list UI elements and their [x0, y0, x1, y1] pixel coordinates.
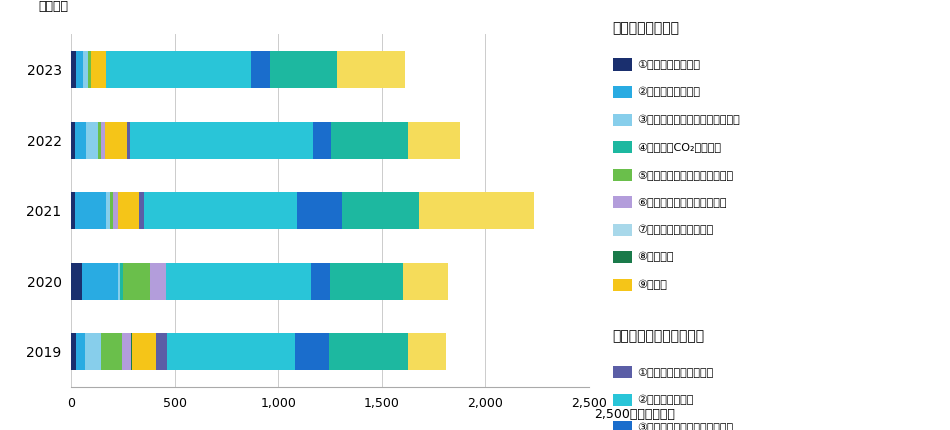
Bar	[294, 333, 329, 370]
Text: ④省エネ・CO₂排出削減: ④省エネ・CO₂排出削減	[637, 142, 721, 152]
Bar	[71, 263, 82, 300]
Bar	[118, 263, 121, 300]
Bar	[106, 51, 252, 88]
Bar	[123, 263, 150, 300]
Text: ③労働安全・作業環境改善対策: ③労働安全・作業環境改善対策	[637, 422, 733, 430]
Bar	[156, 333, 166, 370]
Text: （年度）: （年度）	[39, 0, 68, 13]
Bar	[312, 263, 330, 300]
Bar	[313, 122, 332, 159]
Bar	[122, 333, 131, 370]
Bar	[102, 333, 122, 370]
Bar	[82, 263, 118, 300]
Text: ⑨その他: ⑨その他	[637, 280, 667, 290]
Bar	[252, 51, 270, 88]
Bar	[408, 333, 446, 370]
Bar	[105, 122, 127, 159]
Bar	[127, 122, 130, 159]
Text: 2,500　（百万円）: 2,500 （百万円）	[594, 408, 674, 421]
Bar	[83, 51, 87, 88]
Text: 安全・防災対策投賄金額: 安全・防災対策投賄金額	[613, 329, 705, 344]
Bar	[75, 122, 86, 159]
Bar	[87, 51, 91, 88]
Text: ⑤産業廃棄物・リサイクル対策: ⑤産業廃棄物・リサイクル対策	[637, 169, 733, 180]
Bar	[121, 263, 123, 300]
Bar	[75, 192, 106, 229]
Text: ⑦土壌・地下水汚染対策: ⑦土壌・地下水汚染対策	[637, 224, 713, 235]
Text: ②公害対策（大気）: ②公害対策（大気）	[637, 87, 700, 97]
Text: ③公害対策（騒音、振動、悪臭）: ③公害対策（騒音、振動、悪臭）	[637, 114, 740, 125]
Text: ⑧緑化促進: ⑧緑化促進	[637, 252, 674, 262]
Bar	[337, 51, 405, 88]
Text: ⑥有害化学物質排出削減対策: ⑥有害化学物質排出削減対策	[637, 197, 727, 207]
Bar	[143, 192, 297, 229]
Bar	[329, 333, 408, 370]
Bar	[131, 333, 132, 370]
Bar	[71, 51, 76, 88]
Bar	[404, 263, 448, 300]
Bar	[86, 122, 98, 159]
Bar	[132, 333, 156, 370]
Bar	[76, 333, 85, 370]
Bar	[150, 263, 166, 300]
Bar	[130, 122, 313, 159]
Bar	[98, 122, 102, 159]
Bar	[166, 263, 312, 300]
Bar	[332, 122, 408, 159]
Bar	[270, 51, 337, 88]
Bar	[113, 192, 118, 229]
Bar	[71, 192, 75, 229]
Text: ①公害対策（水質）: ①公害対策（水質）	[637, 59, 700, 70]
Text: ①爆発・火災・漏洩対策: ①爆発・火災・漏洩対策	[637, 367, 713, 378]
Bar	[297, 192, 341, 229]
Bar	[139, 192, 143, 229]
Bar	[109, 192, 113, 229]
Bar	[91, 51, 106, 88]
Text: ②設備老朝化対策: ②設備老朝化対策	[637, 395, 694, 405]
Bar	[408, 122, 460, 159]
Bar	[419, 192, 534, 229]
Bar	[76, 51, 83, 88]
Bar	[85, 333, 102, 370]
Bar	[166, 333, 294, 370]
Bar	[118, 192, 139, 229]
Text: 環境対策投賄金額: 環境対策投賄金額	[613, 22, 680, 36]
Bar	[102, 122, 105, 159]
Bar	[330, 263, 404, 300]
Bar	[106, 192, 109, 229]
Bar	[71, 333, 76, 370]
Bar	[71, 122, 75, 159]
Bar	[341, 192, 419, 229]
